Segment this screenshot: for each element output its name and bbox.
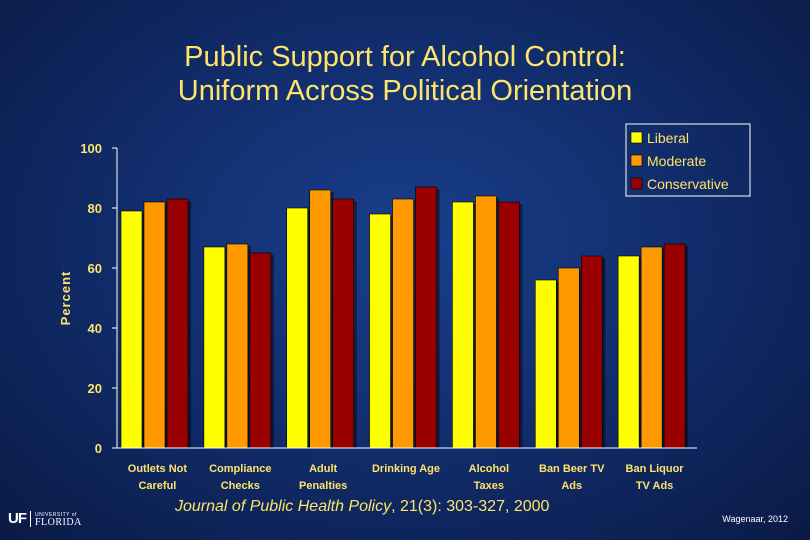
x-tick-label: Compliance <box>209 463 271 475</box>
bar-liberal-3 <box>369 213 391 449</box>
bar-conservative-0 <box>166 198 189 449</box>
chart-title-line-1: Public Support for Alcohol Control: <box>184 41 626 73</box>
y-tick-label: 0 <box>95 441 102 456</box>
bar-moderate-3 <box>392 198 414 449</box>
x-tick-label: Ban Liquor <box>626 463 685 475</box>
bar-moderate-1 <box>226 243 249 449</box>
x-tick-label: Ads <box>561 480 582 492</box>
citation-journal: Journal of Public Health Policy <box>175 498 392 515</box>
uf-logo-divider <box>30 510 31 527</box>
legend-swatch-moderate <box>630 154 643 167</box>
uf-logo: UF UNIVERSITY of FLORIDA <box>8 510 82 527</box>
bar-moderate-2 <box>309 189 332 449</box>
uf-logo-university: UNIVERSITY of <box>35 511 77 518</box>
bar-conservative-1 <box>249 252 272 449</box>
x-tick-label: Drinking Age <box>372 463 440 475</box>
bar-liberal-6 <box>617 255 640 449</box>
bar-liberal-2 <box>286 207 309 449</box>
y-tick-label: 40 <box>88 321 102 336</box>
x-tick-label: Outlets Not <box>128 463 188 475</box>
x-tick-label: Taxes <box>474 480 504 492</box>
citation-details: , 21(3): 303-327, 2000 <box>391 498 550 515</box>
bar-conservative-2 <box>332 198 355 449</box>
bar-moderate-6 <box>640 246 663 449</box>
bar-conservative-3 <box>415 186 437 449</box>
x-tick-label: Adult <box>309 463 337 475</box>
bar-liberal-1 <box>203 246 226 449</box>
x-tick-label: Penalties <box>299 480 347 492</box>
y-tick-label: 100 <box>80 141 102 156</box>
bar-conservative-6 <box>663 243 686 449</box>
y-axis-label: Percent <box>58 271 73 326</box>
bar-moderate-4 <box>475 195 497 449</box>
legend-label-liberal: Liberal <box>647 130 689 146</box>
bar-liberal-0 <box>120 210 143 449</box>
legend-label-conservative: Conservative <box>647 176 729 192</box>
y-tick-label: 80 <box>88 201 102 216</box>
bar-moderate-0 <box>143 201 166 449</box>
legend-box <box>625 123 751 197</box>
bar-liberal-5 <box>534 279 557 449</box>
y-tick-label: 60 <box>88 261 102 276</box>
chart-title-line-2: Uniform Across Political Orientation <box>177 75 633 107</box>
legend-label-moderate: Moderate <box>647 153 706 169</box>
x-tick-label: TV Ads <box>636 480 674 492</box>
x-tick-label: Checks <box>221 480 260 492</box>
uf-logo-wordmark: UNIVERSITY of FLORIDA <box>35 511 82 528</box>
chart-title: Public Support for Alcohol Control: Unif… <box>0 40 810 108</box>
y-tick-label: 20 <box>88 381 102 396</box>
author-credit: Wagenaar, 2012 <box>722 514 788 524</box>
x-tick-label: Careful <box>138 480 176 492</box>
x-tick-label: Alcohol <box>469 463 509 475</box>
bar-moderate-5 <box>557 267 580 449</box>
uf-logo-florida: FLORIDA <box>35 516 82 528</box>
bar-liberal-4 <box>452 201 474 449</box>
legend-swatch-conservative <box>630 177 643 190</box>
uf-logo-mark: UF <box>8 510 27 527</box>
citation: Journal of Public Health Policy, 21(3): … <box>175 498 549 516</box>
bar-conservative-4 <box>498 201 520 449</box>
bar-conservative-5 <box>580 255 603 449</box>
x-tick-label: Ban Beer TV <box>539 463 605 475</box>
legend-swatch-liberal <box>630 131 643 144</box>
